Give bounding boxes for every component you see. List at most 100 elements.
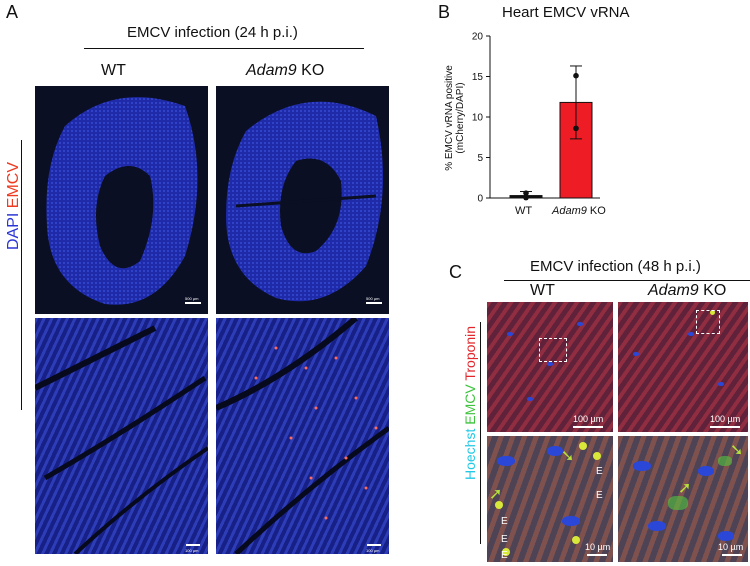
y-tick-label: 5 xyxy=(477,153,483,164)
emcv-label: EMCV xyxy=(5,161,22,209)
y-tick-label: 15 xyxy=(472,72,484,83)
panel-b-letter: B xyxy=(438,2,451,22)
chart-xlabel-wt: WT xyxy=(515,205,533,217)
viral-signal xyxy=(710,310,715,315)
erythrocyte xyxy=(579,442,587,450)
y-tick-label: 10 xyxy=(472,113,484,124)
scale-bar-a-wt-bottom xyxy=(186,544,200,546)
nucleus xyxy=(497,456,515,466)
scale-bar-c-wt-bottom xyxy=(587,554,607,556)
nucleus xyxy=(562,516,580,526)
nucleus xyxy=(633,461,651,471)
arrowhead-icon: ➘ xyxy=(561,448,575,465)
panel-a-col-ko: Adam9 KO xyxy=(246,62,324,80)
arrowhead-icon: ➘ xyxy=(730,442,744,459)
erythrocyte xyxy=(502,548,510,556)
nucleus xyxy=(633,352,639,356)
emcv-label: EMCV xyxy=(462,384,478,425)
scale-text-c-ko-bottom: 10 µm xyxy=(718,542,744,552)
panel-c-side-label: Hoechst EMCV Troponin xyxy=(462,326,478,480)
nucleus xyxy=(648,521,666,531)
image-c-wt-zoom: ➘ ➚ E E E E E 10 µm xyxy=(487,436,613,562)
scale-bar-a-ko-bottom xyxy=(367,544,381,546)
scale-text-c-wt-top: 100 µm xyxy=(573,414,604,424)
gene-name: Adam9 xyxy=(648,282,699,299)
panel-a-side-rule xyxy=(21,140,22,410)
viral-signal xyxy=(668,496,688,510)
nucleus xyxy=(698,466,714,476)
zoom-box xyxy=(696,310,720,334)
erythrocyte xyxy=(572,536,580,544)
data-point xyxy=(573,72,579,79)
ko-suffix: KO xyxy=(586,205,606,217)
arrowhead-icon: ➚ xyxy=(489,486,503,503)
e-marker: E xyxy=(596,466,603,477)
scale-bar-c-ko-bottom xyxy=(722,554,742,556)
image-a-ko-zoom: 100 µm xyxy=(216,318,389,554)
panel-c-side-rule xyxy=(480,322,481,544)
chart-ylabel: % EMCV vRNA positive (mCherry/DAPI) xyxy=(444,43,466,193)
tissue-fibers-wt xyxy=(35,325,208,554)
y-tick-label: 20 xyxy=(472,32,484,43)
chart-xlabel-ko: Adam9 KO xyxy=(552,205,606,217)
data-point xyxy=(573,125,579,132)
panel-c-header: EMCV infection (48 h p.i.) xyxy=(530,258,701,275)
panel-c-header-rule xyxy=(504,280,750,281)
ko-suffix: KO xyxy=(698,282,727,299)
heart-section-wt xyxy=(46,97,198,305)
e-marker: E xyxy=(501,516,508,527)
ylabel-line2: (mCherry/DAPI) xyxy=(455,82,466,154)
scale-text-c-wt-bottom: 10 µm xyxy=(585,542,611,552)
panel-c-letter: C xyxy=(449,262,462,282)
nucleus xyxy=(547,446,563,456)
e-marker: E xyxy=(501,550,508,561)
nucleus xyxy=(577,322,583,326)
panel-a-header: EMCV infection (24 h p.i.) xyxy=(127,24,298,41)
panel-a-letter: A xyxy=(6,2,19,22)
panel-c-col-wt: WT xyxy=(530,282,555,299)
data-point xyxy=(523,190,529,196)
viral-signal xyxy=(718,456,732,466)
ko-suffix: KO xyxy=(296,62,325,79)
scale-bar-c-wt-top xyxy=(573,426,603,428)
chart-title: Heart EMCV vRNA xyxy=(502,4,630,21)
gene-name: Adam9 xyxy=(246,62,297,79)
arrowhead-icon: ➚ xyxy=(678,480,692,497)
panel-a-col-wt: WT xyxy=(101,62,126,79)
data-point xyxy=(523,194,529,201)
scale-text-a-wt-top: 500 µm xyxy=(185,296,199,301)
scale-bar-a-wt-top xyxy=(185,302,201,304)
gene-name: Adam9 xyxy=(552,205,587,217)
panel-c-col-ko: Adam9 KO xyxy=(648,282,726,300)
zoom-box xyxy=(539,338,567,362)
nucleus xyxy=(718,531,734,541)
image-a-ko-whole-heart: 500 µm xyxy=(216,86,389,314)
ylabel-line1: % EMCV vRNA positive xyxy=(444,65,455,171)
tissue-fibers-ko xyxy=(216,318,389,554)
nucleus xyxy=(527,397,533,401)
erythrocyte xyxy=(495,501,503,509)
scale-text-c-ko-top: 100 µm xyxy=(710,414,741,424)
dapi-label: DAPI xyxy=(5,212,22,250)
scale-text-a-ko-bottom: 100 µm xyxy=(366,548,380,553)
nucleus xyxy=(718,382,724,386)
image-c-wt-overview: 100 µm xyxy=(487,302,613,432)
bar-chart: 0 5 10 15 20 xyxy=(472,32,600,205)
image-c-ko-zoom: ➘ ➚ 10 µm xyxy=(618,436,748,562)
troponin-label: Troponin xyxy=(462,325,478,381)
scale-bar-c-ko-top xyxy=(710,426,740,428)
image-c-ko-overview: 100 µm xyxy=(618,302,748,432)
image-a-wt-zoom: 100 µm xyxy=(35,318,208,554)
e-marker: E xyxy=(596,490,603,501)
nucleus xyxy=(507,332,513,336)
nucleus xyxy=(688,332,694,336)
nucleus xyxy=(547,362,553,366)
panel-a-header-rule xyxy=(84,48,364,49)
image-a-wt-whole-heart: 500 µm xyxy=(35,86,208,314)
hoechst-label: Hoechst xyxy=(462,428,478,480)
erythrocyte xyxy=(593,452,601,460)
scale-text-a-wt-bottom: 100 µm xyxy=(185,548,199,553)
heart-section-ko xyxy=(226,101,384,302)
y-tick-label: 0 xyxy=(477,194,483,205)
scale-text-a-ko-top: 500 µm xyxy=(366,296,380,301)
